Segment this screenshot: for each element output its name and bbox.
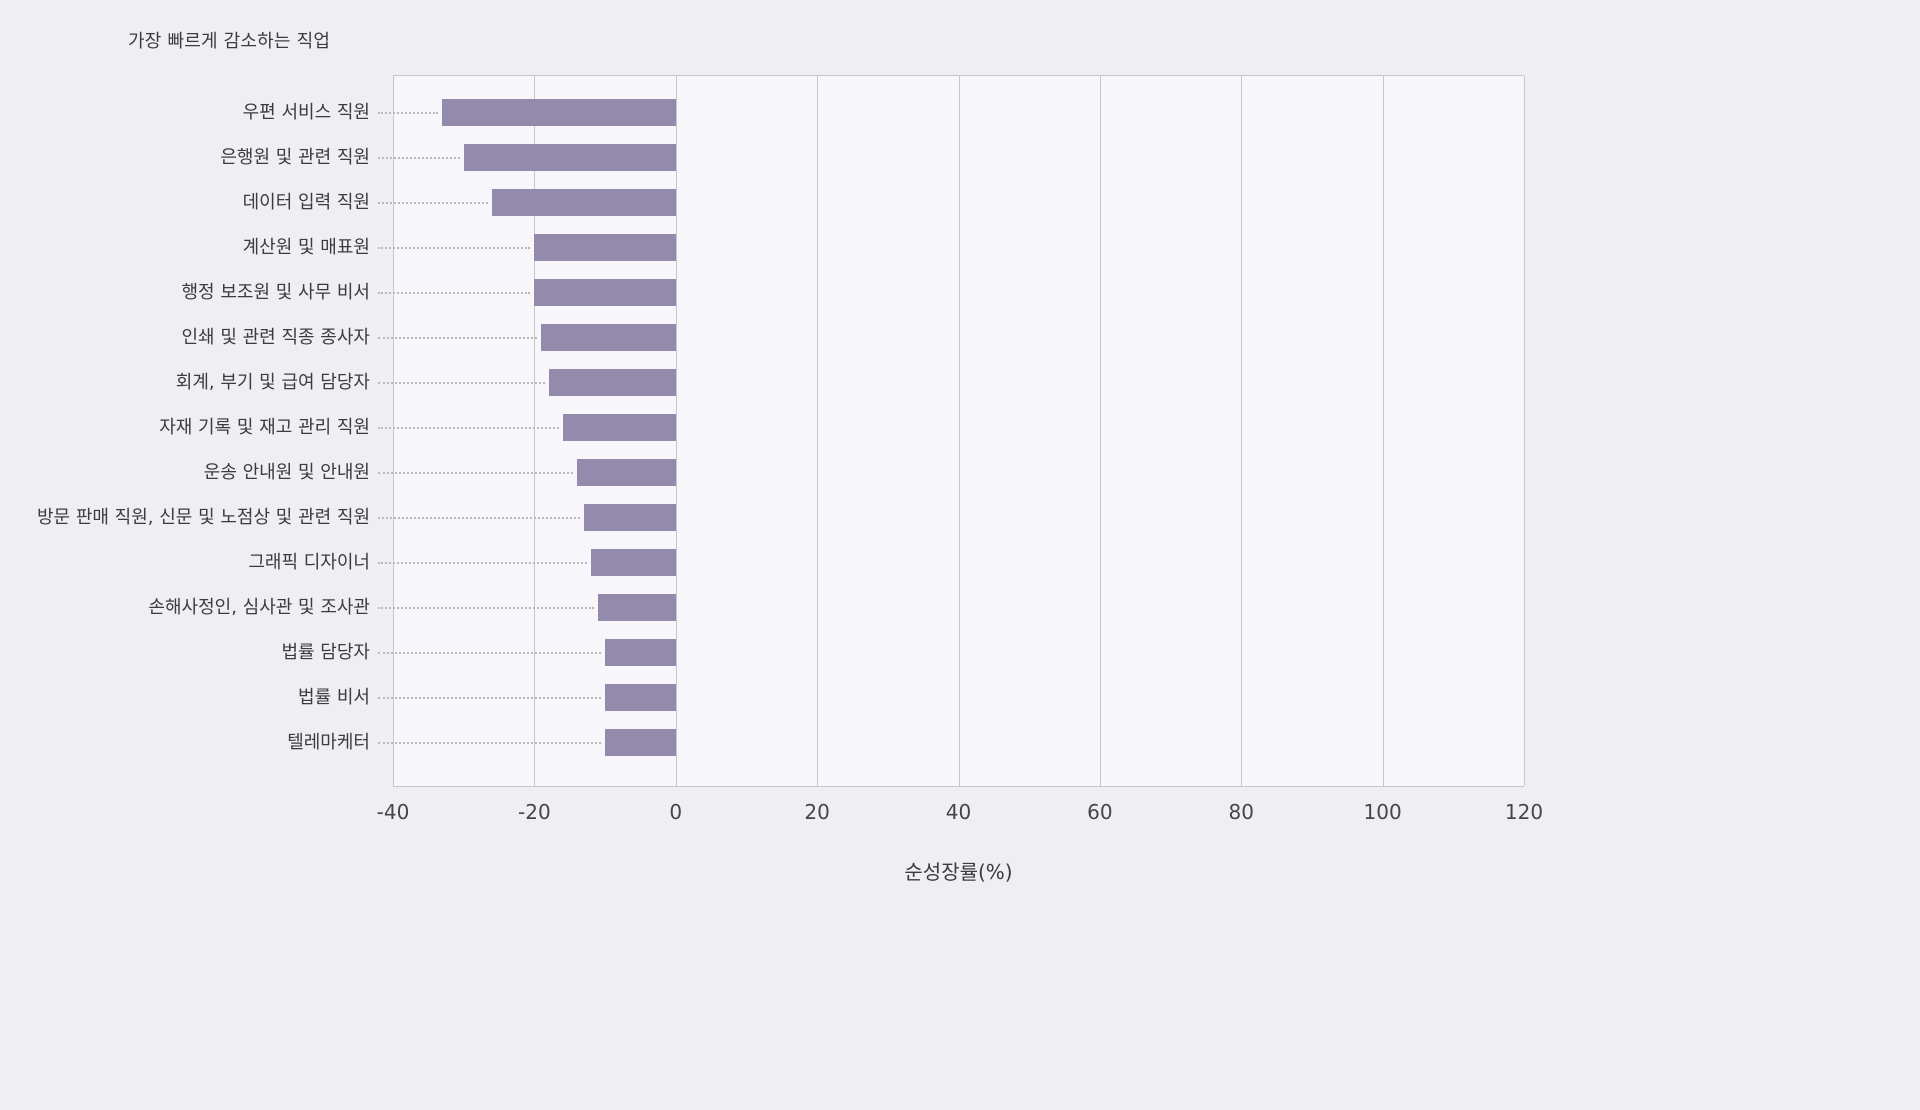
category-label: 법률 비서 [298, 687, 370, 708]
bar [583, 504, 676, 531]
category-label: 계산원 및 매표원 [242, 237, 370, 258]
x-tick-label: -40 [376, 800, 410, 824]
category-label: 법률 담당자 [281, 642, 370, 663]
bar [605, 729, 676, 756]
gridline [393, 76, 394, 786]
leader-dots [378, 247, 531, 249]
leader-dots [378, 112, 439, 114]
category-label: 회계, 부기 및 급여 담당자 [175, 372, 370, 393]
bar [605, 639, 676, 666]
gridline [1524, 76, 1525, 786]
x-tick-label: 20 [804, 800, 830, 824]
category-label: 인쇄 및 관련 직종 종사자 [181, 327, 371, 348]
leader-dots [378, 607, 594, 609]
x-tick-label: 0 [669, 800, 683, 824]
leader-dots [378, 472, 573, 474]
leader-dots [378, 337, 538, 339]
category-label: 우편 서비스 직원 [242, 102, 370, 123]
bar [562, 414, 676, 441]
leader-dots [378, 742, 602, 744]
leader-dots [378, 427, 559, 429]
bar [576, 459, 676, 486]
leader-dots [378, 202, 488, 204]
leader-dots [378, 652, 602, 654]
gridline [1099, 76, 1101, 786]
leader-dots [378, 697, 602, 699]
gridline [817, 76, 819, 786]
gridline [1241, 76, 1243, 786]
bar [534, 279, 676, 306]
gridline [534, 76, 536, 786]
category-label: 손해사정인, 심사관 및 조사관 [148, 597, 370, 618]
x-axis-title: 순성장률(%) [904, 860, 1013, 884]
bar [597, 594, 676, 621]
x-tick-label: 60 [1087, 800, 1113, 824]
leader-dots [378, 157, 460, 159]
bar [590, 549, 676, 576]
category-label: 행정 보조원 및 사무 비서 [181, 282, 371, 303]
category-label: 자재 기록 및 재고 관리 직원 [159, 417, 370, 438]
bar [442, 99, 676, 126]
bar [463, 144, 676, 171]
bar [541, 324, 676, 351]
bar [605, 684, 676, 711]
category-label: 운송 안내원 및 안내원 [203, 462, 370, 483]
gridline [675, 76, 677, 786]
x-tick-label: -20 [518, 800, 551, 824]
bar [534, 234, 676, 261]
leader-dots [378, 382, 545, 384]
leader-dots [378, 562, 587, 564]
category-label: 은행원 및 관련 직원 [220, 147, 370, 168]
x-tick-label: 80 [1228, 800, 1254, 824]
x-tick-label: 120 [1504, 800, 1544, 824]
category-label: 데이터 입력 직원 [242, 192, 370, 213]
bar [548, 369, 676, 396]
gridline [1382, 76, 1384, 786]
category-label: 그래픽 디자이너 [248, 552, 370, 573]
x-tick-label: 100 [1363, 800, 1402, 824]
leader-dots [378, 292, 531, 294]
chart-title: 가장 빠르게 감소하는 직업 [128, 31, 331, 52]
category-label: 텔레마케터 [287, 732, 370, 753]
leader-dots [378, 517, 580, 519]
category-label: 방문 판매 직원, 신문 및 노점상 및 관련 직원 [36, 507, 370, 528]
gridline [958, 76, 960, 786]
x-tick-label: 40 [945, 800, 972, 824]
bar [491, 189, 676, 216]
